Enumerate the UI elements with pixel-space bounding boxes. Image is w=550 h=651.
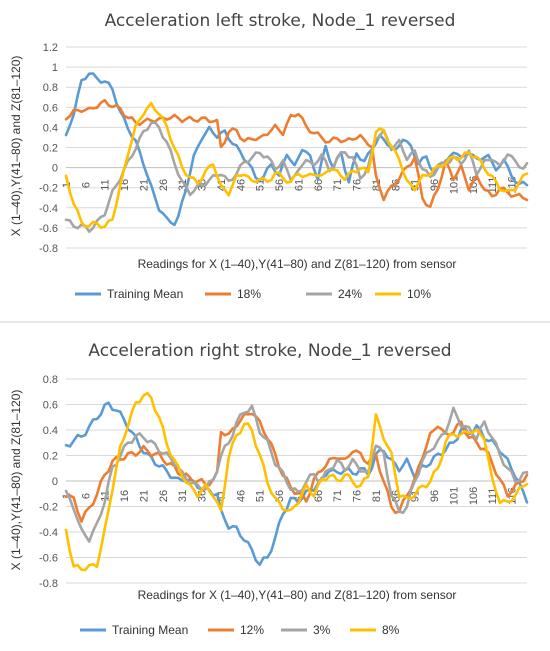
- chart-title: Acceleration right stroke, Node_1 revers…: [88, 341, 451, 361]
- series-line: [64, 121, 529, 233]
- x-tick-label: 46: [235, 490, 247, 502]
- y-tick-label: -0.8: [39, 578, 58, 590]
- y-tick-label: 0.6: [43, 102, 58, 114]
- series-line: [64, 404, 529, 543]
- x-tick-label: 26: [158, 179, 170, 191]
- y-tick-labels: 1.2 1 0.8 0.6 0.4 0.2 0 -0.2 -0.4 -0.6 -0.8: [39, 42, 58, 255]
- legend-label: Training Mean: [107, 287, 183, 301]
- y-tick-label: 1.2: [43, 42, 58, 54]
- x-tick-label: 71: [332, 490, 344, 502]
- y-axis-label: X (1–40),Y(41–80) and Z(81–120): [9, 56, 23, 237]
- gridlines: [66, 46, 527, 249]
- y-tick-label: -0.6: [39, 223, 58, 235]
- x-tick-label: 46: [235, 179, 247, 191]
- legend-label: 12%: [240, 623, 264, 637]
- x-tick-label: 106: [468, 176, 480, 194]
- legend-label: 24%: [338, 287, 362, 301]
- series-lines: [64, 391, 529, 572]
- legend-label: 18%: [237, 287, 261, 301]
- legend-label: 10%: [407, 287, 431, 301]
- chart-title: Acceleration left stroke, Node_1 reverse…: [105, 11, 456, 31]
- x-tick-label: 21: [138, 490, 150, 502]
- legend: Training Mean 18% 24% 10%: [75, 287, 431, 301]
- x-tick-label: 71: [332, 179, 344, 191]
- x-tick-label: 61: [293, 179, 305, 191]
- legend: Training Mean 12% 3% 8%: [80, 623, 400, 637]
- x-tick-label: 81: [371, 490, 383, 502]
- legend-label: 8%: [382, 623, 400, 637]
- x-axis-label: Readings for X (1–40),Y(41–80) and Z(81–…: [138, 588, 457, 602]
- x-tick-label: 101: [448, 487, 460, 505]
- y-tick-labels: 0.8 0.6 0.4 0.2 0 -0.2 -0.4 -0.6 -0.8: [39, 374, 58, 590]
- y-tick-label: -0.4: [39, 527, 58, 539]
- x-tick-label: 11: [100, 179, 112, 190]
- x-tick-label: 106: [468, 487, 480, 505]
- x-tick-label: 76: [352, 490, 364, 502]
- y-tick-label: 0.8: [43, 374, 58, 386]
- y-tick-label: 0.4: [43, 122, 58, 134]
- x-tick-label: 56: [274, 179, 286, 191]
- y-tick-label: 0: [52, 163, 58, 175]
- x-tick-label: 66: [313, 179, 325, 191]
- y-tick-label: 0.2: [43, 451, 58, 463]
- series-line: [64, 101, 529, 230]
- gridlines: [66, 378, 527, 584]
- x-tick-label: 51: [255, 490, 267, 502]
- y-tick-label: 0.8: [43, 82, 58, 94]
- x-tick-label: 31: [177, 490, 189, 502]
- y-tick-label: -0.4: [39, 203, 58, 215]
- x-axis-label: Readings for X (1–40),Y(41–80) and Z(81–…: [138, 257, 457, 271]
- y-tick-label: -0.6: [39, 553, 58, 565]
- y-tick-label: 0.6: [43, 400, 58, 412]
- y-axis-label: X (1–40),Y(41–80) and Z(81–120): [9, 390, 23, 571]
- series-line: [64, 98, 529, 208]
- legend-label: 3%: [313, 623, 331, 637]
- x-tick-label: 96: [429, 490, 441, 502]
- x-tick-label: 16: [119, 490, 131, 502]
- series-line: [64, 391, 529, 572]
- y-tick-label: -0.8: [39, 243, 58, 255]
- x-tick-label: 21: [138, 179, 150, 191]
- chart-left-stroke: Acceleration left stroke, Node_1 reverse…: [9, 11, 529, 301]
- y-tick-label: 0.4: [43, 425, 58, 437]
- x-tick-label: 26: [158, 490, 170, 502]
- x-tick-label: 56: [274, 490, 286, 502]
- y-tick-label: -0.2: [39, 183, 58, 195]
- x-tick-label: 76: [352, 179, 364, 191]
- series-line: [64, 72, 529, 227]
- series-lines: [64, 72, 529, 233]
- x-tick-label: 101: [448, 176, 460, 194]
- y-tick-label: 0.2: [43, 143, 58, 155]
- y-tick-label: 0: [52, 476, 58, 488]
- series-line: [64, 401, 529, 567]
- x-tick-label: 6: [80, 493, 92, 499]
- x-tick-label: 6: [80, 182, 92, 188]
- chart-right-stroke: Acceleration right stroke, Node_1 revers…: [9, 341, 529, 637]
- legend-label: Training Mean: [112, 623, 188, 637]
- y-tick-label: 1: [52, 62, 58, 74]
- y-tick-label: -0.2: [39, 502, 58, 514]
